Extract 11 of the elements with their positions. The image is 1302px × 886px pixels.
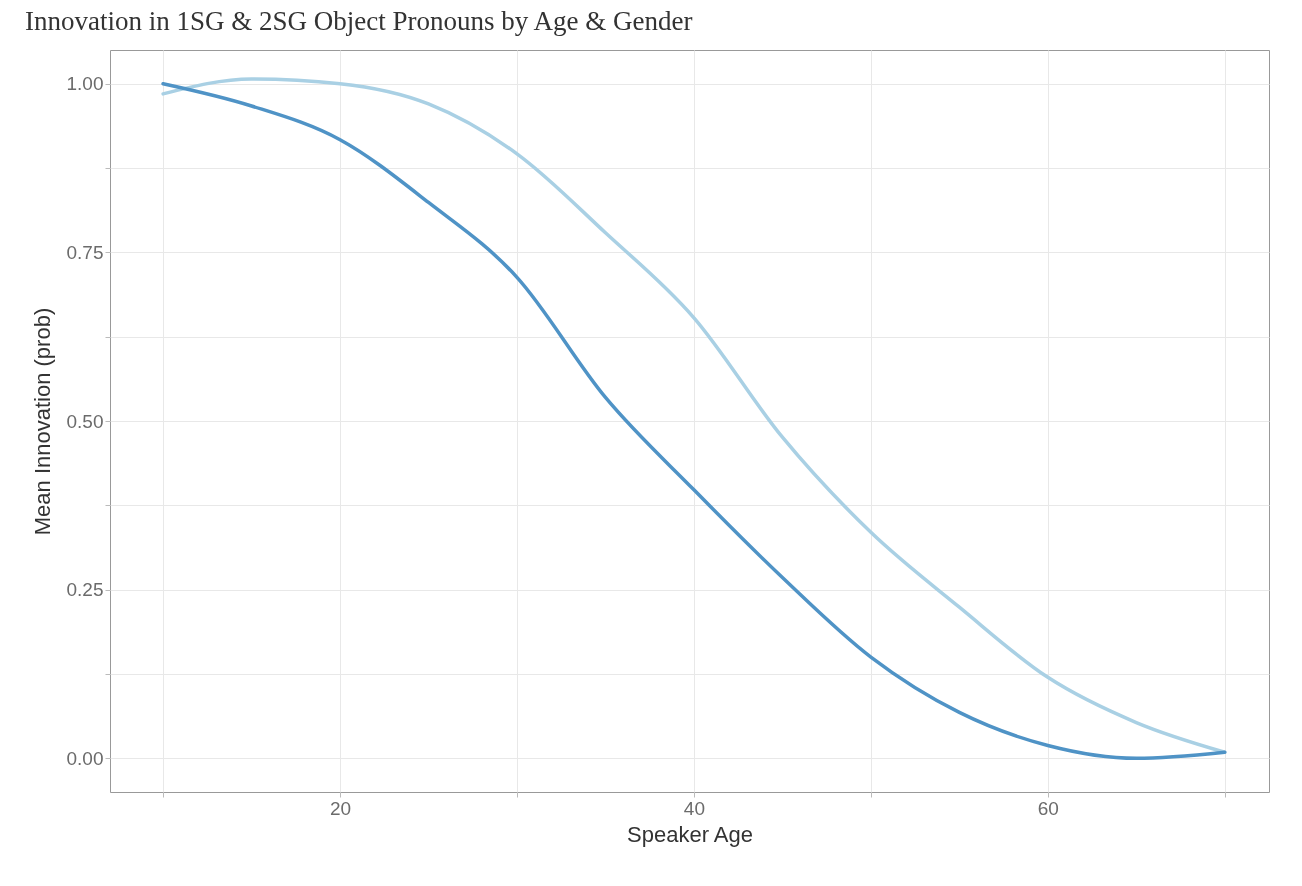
chart-title: Innovation in 1SG & 2SG Object Pronouns by Age & Gender [25,6,693,36]
x-tick-label: 40 [683,797,705,819]
y-tick-label: 0.00 [66,747,104,769]
y-tick-label: 1.00 [66,73,104,95]
x-tick-label: 20 [329,797,352,819]
y-tick-label: 0.75 [66,241,104,263]
x-tick-label: 60 [1037,797,1059,819]
x-axis-title: Speaker Age [627,821,753,847]
y-tick-label: 0.25 [66,579,104,601]
y-tick-label: 0.50 [66,410,104,432]
y-axis-title: Mean Innovation (prob) [29,307,55,536]
